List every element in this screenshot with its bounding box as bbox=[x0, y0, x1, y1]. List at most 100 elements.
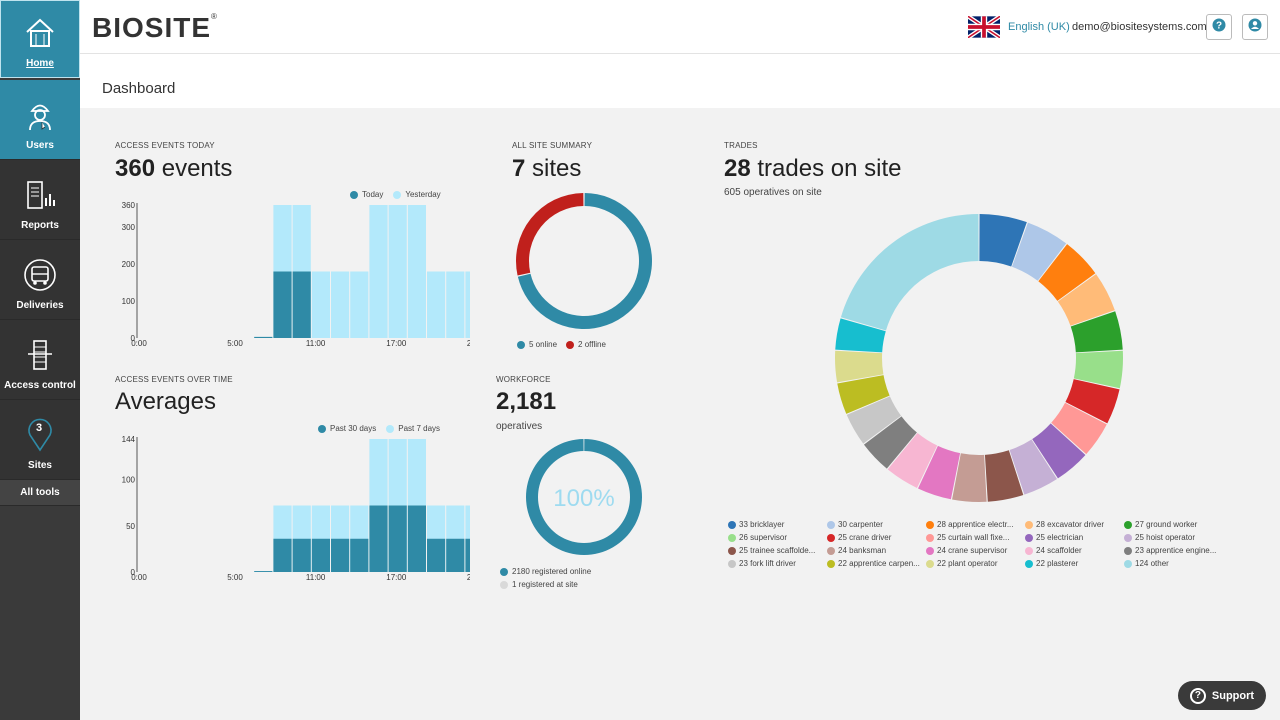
trade-legend-label: 25 curtain wall fixe... bbox=[937, 533, 1010, 542]
trade-legend-item[interactable]: 124 other bbox=[1124, 559, 1222, 568]
bar-past-30-days-8[interactable] bbox=[292, 538, 311, 572]
trade-legend-item[interactable]: 28 apprentice electr... bbox=[926, 520, 1024, 529]
slice-23-fork-lift-driver[interactable] bbox=[846, 396, 902, 444]
trade-legend-item[interactable]: 22 plasterer bbox=[1025, 559, 1123, 568]
bar-past-30-days-12[interactable] bbox=[369, 505, 388, 573]
slice-22-plant-operator[interactable] bbox=[835, 350, 884, 383]
slice-25-trainee-scaffolde-[interactable] bbox=[984, 450, 1024, 502]
bar-yesterday-9[interactable] bbox=[311, 271, 330, 339]
trade-legend-item[interactable]: 22 plant operator bbox=[926, 559, 1024, 568]
slice-24-scaffolder[interactable] bbox=[887, 433, 938, 488]
language-selector[interactable]: English (UK) bbox=[1008, 21, 1070, 33]
bar-yesterday-12[interactable] bbox=[369, 205, 388, 338]
slice-2-offline[interactable] bbox=[516, 193, 584, 276]
sidebar-item-label: Home bbox=[26, 58, 54, 69]
sidebar-item-label: Sites bbox=[28, 460, 52, 471]
sidebar-item-users[interactable]: Users bbox=[0, 80, 80, 160]
trade-legend-swatch bbox=[728, 559, 736, 568]
slice-25-electrician[interactable] bbox=[1032, 423, 1086, 479]
trade-legend-label: 28 excavator driver bbox=[1036, 520, 1105, 529]
trade-legend-item[interactable]: 26 supervisor bbox=[728, 533, 826, 542]
access-today-count: 360 bbox=[115, 155, 156, 182]
bar-yesterday-13[interactable] bbox=[388, 205, 407, 338]
trade-legend-swatch bbox=[926, 546, 934, 555]
trade-legend-item[interactable]: 25 crane driver bbox=[827, 533, 925, 542]
legend-yesterday-swatch bbox=[393, 190, 402, 199]
slice-24-crane-supervisor[interactable] bbox=[918, 445, 961, 500]
bar-past-30-days-14[interactable] bbox=[407, 505, 426, 573]
slice-22-plasterer[interactable] bbox=[835, 318, 886, 353]
slice-33-bricklayer[interactable] bbox=[979, 214, 1027, 267]
all-tools-button[interactable]: All tools bbox=[0, 480, 80, 506]
trade-legend-label: 22 plasterer bbox=[1036, 559, 1079, 568]
slice-25-curtain-wall-fixe-[interactable] bbox=[1051, 402, 1107, 455]
slice-25-crane-driver[interactable] bbox=[1065, 379, 1120, 424]
trade-legend-item[interactable]: 28 excavator driver bbox=[1025, 520, 1123, 529]
trade-legend-item[interactable]: 25 trainee scaffolde... bbox=[728, 546, 826, 555]
biosite-logo[interactable]: BIOSITE® bbox=[92, 12, 218, 44]
sidebar-item-sites[interactable]: Sites bbox=[0, 400, 80, 480]
registered-mark: ® bbox=[211, 12, 218, 21]
x-tick-label: 17:00 bbox=[386, 339, 407, 348]
trade-legend-item[interactable]: 27 ground worker bbox=[1124, 520, 1222, 529]
sidebar-item-home[interactable]: Home bbox=[0, 0, 80, 78]
trade-legend-label: 24 banksman bbox=[838, 546, 887, 555]
bar-yesterday-11[interactable] bbox=[350, 271, 369, 339]
bar-yesterday-16[interactable] bbox=[446, 271, 465, 339]
trade-legend-item[interactable]: 25 electrician bbox=[1025, 533, 1123, 542]
legend-registered-online-swatch bbox=[500, 567, 508, 576]
trade-legend-item[interactable]: 22 apprentice carpen... bbox=[827, 559, 925, 568]
trade-legend-item[interactable]: 24 scaffolder bbox=[1025, 546, 1123, 555]
trade-legend-item[interactable]: 24 crane supervisor bbox=[926, 546, 1024, 555]
sidebar-item-access-control[interactable]: Access control bbox=[0, 320, 80, 400]
sidebar-item-deliveries[interactable]: Deliveries bbox=[0, 240, 80, 320]
slice-27-ground-worker[interactable] bbox=[1070, 311, 1123, 353]
bar-past-30-days-15[interactable] bbox=[427, 538, 446, 572]
slice-24-banksman[interactable] bbox=[952, 453, 987, 502]
sites-legend: 5 online 2 offline bbox=[517, 340, 606, 349]
slice-25-hoist-operator[interactable] bbox=[1009, 439, 1057, 495]
page-title-bar: Dashboard bbox=[80, 54, 1280, 108]
trade-legend-item[interactable]: 25 hoist operator bbox=[1124, 533, 1222, 542]
legend-30d-swatch bbox=[318, 424, 326, 433]
slice-23-apprentice-engine-[interactable] bbox=[863, 416, 917, 469]
slice-124-other[interactable] bbox=[840, 214, 979, 331]
bar-past-30-days-17[interactable] bbox=[465, 538, 470, 572]
slice-26-supervisor[interactable] bbox=[1073, 350, 1123, 389]
bar-past-30-days-6[interactable] bbox=[254, 571, 273, 572]
bar-past-30-days-16[interactable] bbox=[446, 538, 465, 572]
legend-online: 5 online bbox=[529, 340, 558, 349]
uk-flag-icon[interactable] bbox=[968, 16, 1000, 38]
user-email[interactable]: demo@biositesystems.com bbox=[1072, 21, 1207, 33]
bar-past-30-days-13[interactable] bbox=[388, 505, 407, 573]
trades-value: 28 trades on site bbox=[724, 155, 901, 183]
trade-legend-item[interactable]: 33 bricklayer bbox=[728, 520, 826, 529]
slice-22-apprentice-carpen-[interactable] bbox=[837, 375, 890, 414]
access-over-time-label: ACCESS EVENTS OVER TIME bbox=[115, 375, 233, 384]
slice-30-carpenter[interactable] bbox=[1011, 222, 1067, 281]
help-button[interactable]: ? bbox=[1206, 14, 1232, 40]
trade-legend-item[interactable]: 25 curtain wall fixe... bbox=[926, 533, 1024, 542]
account-button[interactable] bbox=[1242, 14, 1268, 40]
bar-today-8[interactable] bbox=[292, 271, 311, 339]
bar-yesterday-10[interactable] bbox=[331, 271, 350, 339]
bar-past-30-days-10[interactable] bbox=[331, 538, 350, 572]
trade-legend-item[interactable]: 24 banksman bbox=[827, 546, 925, 555]
bar-past-30-days-11[interactable] bbox=[350, 538, 369, 572]
sidebar-item-reports[interactable]: Reports bbox=[0, 160, 80, 240]
slice-28-apprentice-electr-[interactable] bbox=[1038, 244, 1096, 301]
trade-legend-item[interactable]: 23 apprentice engine... bbox=[1124, 546, 1222, 555]
bar-yesterday-14[interactable] bbox=[407, 205, 426, 338]
trade-legend-item[interactable]: 30 carpenter bbox=[827, 520, 925, 529]
slice-28-excavator-driver[interactable] bbox=[1057, 274, 1115, 326]
bar-yesterday-17[interactable] bbox=[465, 271, 470, 339]
trade-legend-swatch bbox=[926, 559, 934, 568]
bar-today-7[interactable] bbox=[273, 271, 292, 339]
bar-past-30-days-7[interactable] bbox=[273, 538, 292, 572]
bar-past-30-days-9[interactable] bbox=[311, 538, 330, 572]
support-button[interactable]: ? Support bbox=[1178, 681, 1266, 710]
bar-today-6[interactable] bbox=[254, 336, 273, 338]
bar-yesterday-15[interactable] bbox=[427, 271, 446, 339]
support-label: Support bbox=[1211, 689, 1255, 702]
trade-legend-item[interactable]: 23 fork lift driver bbox=[728, 559, 826, 568]
